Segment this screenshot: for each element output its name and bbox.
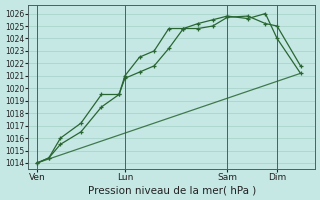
X-axis label: Pression niveau de la mer( hPa ): Pression niveau de la mer( hPa ) — [88, 185, 256, 195]
